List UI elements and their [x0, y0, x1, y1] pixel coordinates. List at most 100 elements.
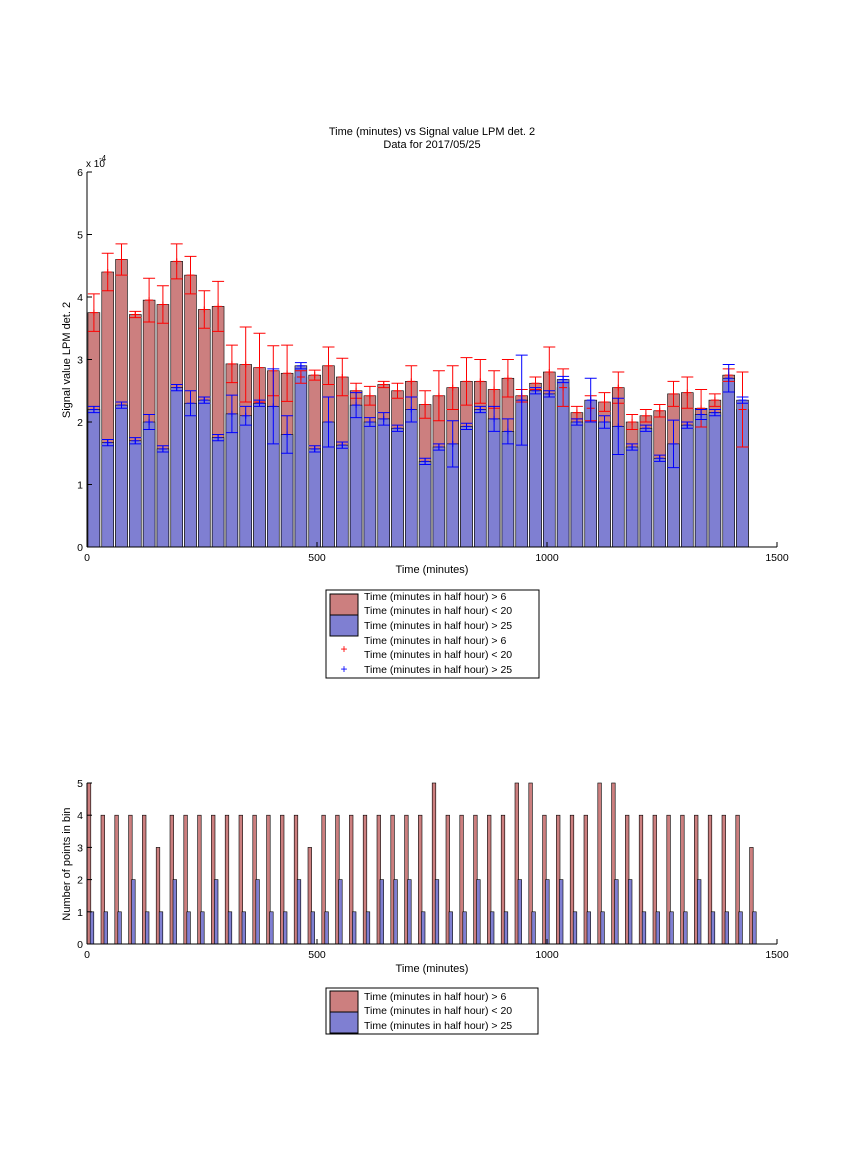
- error-bar-red: [598, 392, 611, 412]
- bar-blue: [487, 418, 501, 548]
- error-bar-red: [626, 414, 639, 430]
- signal-error-bars: [87, 243, 749, 469]
- error-bar-blue: [653, 454, 666, 462]
- count-bar-blue: [255, 879, 260, 945]
- error-bar-red: [212, 280, 225, 332]
- y-tick-label: 5: [77, 230, 83, 242]
- error-bar-blue: [736, 396, 749, 404]
- error-bar-red: [129, 310, 142, 319]
- count-bar-blue: [227, 911, 233, 945]
- error-bar-blue: [501, 418, 514, 445]
- error-bar-red: [198, 290, 211, 329]
- count-bar-blue: [600, 911, 605, 945]
- error-bar-blue: [529, 387, 542, 395]
- error-bar-blue: [225, 394, 238, 434]
- x-tick-label: 500: [308, 552, 326, 564]
- error-bar-blue: [377, 412, 390, 426]
- error-bar-red: [363, 385, 376, 406]
- error-bar-blue: [267, 368, 280, 445]
- bar-blue: [336, 444, 349, 548]
- error-bar-blue: [87, 405, 100, 414]
- error-bar-blue: [115, 401, 128, 409]
- error-bar-blue: [708, 409, 721, 417]
- error-bar-red: [101, 252, 114, 292]
- svg-text:x 10: x 10: [86, 159, 105, 170]
- legend-entry: Time (minutes in half hour) < 20: [364, 649, 512, 661]
- legend-entry: Time (minutes in half hour) < 20: [364, 605, 512, 617]
- bar-blue: [501, 431, 515, 548]
- error-bar-blue: [239, 405, 252, 426]
- error-bar-red: [501, 359, 514, 398]
- bar-blue: [529, 390, 542, 548]
- y-tick-label: 2: [77, 417, 83, 429]
- signal-legend: + + Time (minutes in half hour) > 6 Time…: [325, 589, 540, 679]
- bar-blue: [722, 377, 735, 548]
- count-bar-blue: [531, 911, 536, 945]
- error-bar-red: [681, 376, 694, 409]
- y-tick-label: 4: [77, 810, 83, 822]
- count-bar-blue: [310, 911, 315, 945]
- y-tick-label: 6: [77, 167, 83, 179]
- error-bar-blue: [474, 405, 487, 414]
- count-bar-blue: [476, 879, 481, 945]
- chart-subtitle: Data for 2017/05/25: [383, 139, 480, 151]
- error-bar-blue: [294, 362, 307, 370]
- bar-blue: [377, 418, 390, 548]
- error-bar-red: [239, 326, 252, 403]
- error-bar-blue: [722, 364, 735, 393]
- count-bar-blue: [379, 879, 384, 945]
- error-bar-blue: [391, 424, 404, 432]
- bar-blue: [198, 399, 211, 548]
- count-bar-blue: [655, 911, 660, 945]
- error-bar-red: [557, 368, 570, 407]
- legend-marker-red: +: [340, 642, 347, 656]
- count-bars: [86, 782, 757, 945]
- error-bar-blue: [350, 392, 363, 419]
- count-bar-blue: [490, 911, 495, 945]
- bar-blue: [694, 414, 708, 548]
- error-bar-blue: [308, 445, 321, 453]
- count-bar-blue: [628, 879, 633, 945]
- count-bar-blue: [117, 911, 122, 945]
- error-bar-red: [419, 390, 432, 419]
- count-chart: 0 500 1000 1500 0 1 2 3 4 5 Time (minutes) Number…: [61, 778, 789, 1035]
- error-bar-blue: [129, 437, 142, 445]
- count-bar-blue: [338, 879, 343, 945]
- bar-blue: [405, 409, 418, 548]
- error-bar-red: [377, 380, 390, 389]
- count-bar-blue: [559, 879, 564, 945]
- count-bar-blue: [103, 911, 108, 945]
- error-bar-blue: [515, 354, 528, 446]
- error-bar-red: [115, 243, 128, 276]
- legend-entry: Time (minutes in half hour) < 20: [364, 1005, 512, 1017]
- error-bar-red: [736, 371, 749, 448]
- x-tick-label: 1000: [535, 949, 559, 961]
- error-bar-red: [432, 370, 445, 422]
- count-axis-ticks: 0 500 1000 1500 0 1 2 3 4 5: [77, 778, 789, 961]
- bar-blue: [708, 412, 722, 548]
- bar-blue: [142, 421, 156, 548]
- count-bar-blue: [393, 879, 398, 945]
- chart-title: Time (minutes) vs Signal value LPM det. …: [329, 126, 535, 138]
- bar-blue: [474, 409, 487, 548]
- error-bar-blue: [695, 409, 708, 420]
- error-bar-blue: [598, 415, 611, 429]
- error-bar-red: [446, 365, 459, 410]
- y-tick-label: 1: [77, 480, 83, 492]
- bar-blue: [598, 421, 611, 548]
- count-bar-blue: [158, 911, 164, 945]
- bar-blue: [349, 404, 363, 548]
- legend-marker-blue: +: [340, 662, 347, 676]
- error-bar-red: [294, 370, 307, 384]
- count-bar-blue: [669, 911, 674, 945]
- y-axis-label: Number of points in bin: [61, 807, 73, 920]
- error-bar-red: [336, 357, 349, 397]
- count-bar-blue: [241, 911, 246, 945]
- bar-blue: [211, 437, 225, 548]
- bar-blue: [681, 424, 694, 548]
- y-tick-label: 4: [77, 292, 83, 304]
- count-bar-blue: [296, 879, 302, 945]
- count-bar-blue: [89, 911, 95, 945]
- count-bar-blue: [421, 911, 426, 945]
